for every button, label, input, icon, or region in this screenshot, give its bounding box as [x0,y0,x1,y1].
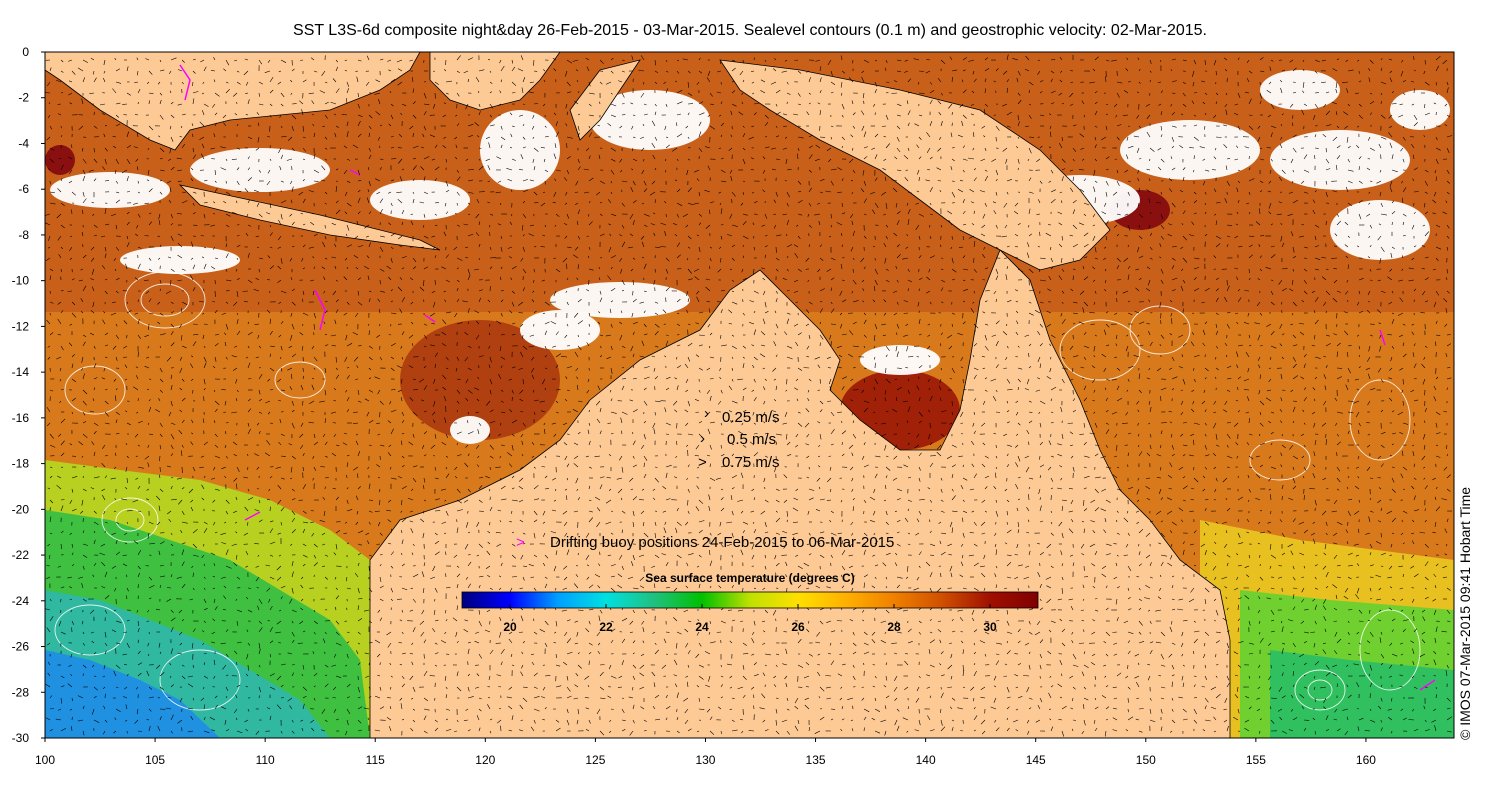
colorbar-tick-label: 20 [503,620,517,634]
velocity-label-3: 0.75 m/s [722,454,780,471]
colorbar-tick-label: 24 [695,620,709,634]
x-tick-label: 115 [366,753,385,767]
x-tick-label: 110 [256,753,275,767]
y-tick-label: -20 [12,502,30,516]
x-tick-label: 160 [1356,753,1376,767]
y-tick-label: -24 [12,594,30,608]
x-tick-label: 140 [916,753,936,767]
x-tick-label: 145 [1026,753,1046,767]
geostrophic-velocity-vectors [45,54,1453,737]
velocity-legend: › 0.25 m/s › 0.5 m/s > 0.75 m/s [698,405,780,471]
y-tick-label: -2 [18,91,29,105]
buoy-legend: > Drifting buoy positions 24-Feb-2015 to… [516,534,894,551]
land [45,52,1231,738]
y-axis-ticks: 0 -2 -4 -6 -8 -10 -12 -14 -16 -18 -20 -22 -24 -26 -28 -… [12,45,45,745]
colorbar-bar [461,591,1039,609]
colorbar-tick-label: 30 [983,620,997,634]
x-tick-label: 100 [35,753,55,767]
y-tick-label: -10 [12,274,30,288]
map-title: SST L3S-6d composite night&day 26-Feb-20… [293,22,1207,39]
x-tick-label: 155 [1246,753,1266,767]
y-tick-label: -26 [12,640,30,654]
y-tick-label: -30 [12,731,30,745]
velocity-arrow-large: > [698,454,707,471]
sealevel-contours [54,271,1421,711]
colorbar-tick-label: 28 [887,620,901,634]
colorbar-ticks: 20 22 24 26 28 30 [503,604,997,634]
x-tick-label: 130 [695,753,715,767]
colorbar-tick-label: 26 [791,620,805,634]
velocity-arrow-medium: › [700,430,705,447]
y-tick-label: -8 [18,228,29,242]
colorbar-title: Sea surface temperature (degrees C) [645,571,854,585]
credit-text: © IMOS 07-Mar-2015 09:41 Hobart Time [1457,487,1473,740]
colorbar-tick-label: 22 [599,620,613,634]
y-tick-label: -18 [12,457,30,471]
velocity-label-1: 0.25 m/s [722,409,780,426]
y-tick-label: -4 [18,136,29,150]
y-tick-label: -12 [12,319,30,333]
x-tick-label: 150 [1136,753,1156,767]
x-tick-label: 135 [806,753,826,767]
x-tick-label: 105 [145,753,165,767]
x-axis-ticks: 100 105 110 115 120 125 130 135 140 145 150 155 160 [35,738,1376,767]
buoy-tracks [179,64,1436,691]
velocity-label-2: 0.5 m/s [727,431,776,448]
buoy-symbol: > [516,534,525,551]
y-tick-label: -16 [12,411,30,425]
velocity-arrow-small: › [704,405,709,422]
y-tick-label: 0 [22,45,29,59]
x-tick-label: 125 [585,753,605,767]
y-tick-label: -6 [18,182,29,196]
plot-frame [44,51,1455,739]
ocean-field [45,52,1454,738]
y-tick-label: -28 [12,685,30,699]
x-tick-label: 120 [475,753,495,767]
colorbar: Sea surface temperature (degrees C) 20 22… [461,571,1039,634]
y-tick-label: -22 [12,548,30,562]
y-tick-label: -14 [12,365,30,379]
buoy-legend-label: Drifting buoy positions 24-Feb-2015 to 0… [550,534,894,551]
